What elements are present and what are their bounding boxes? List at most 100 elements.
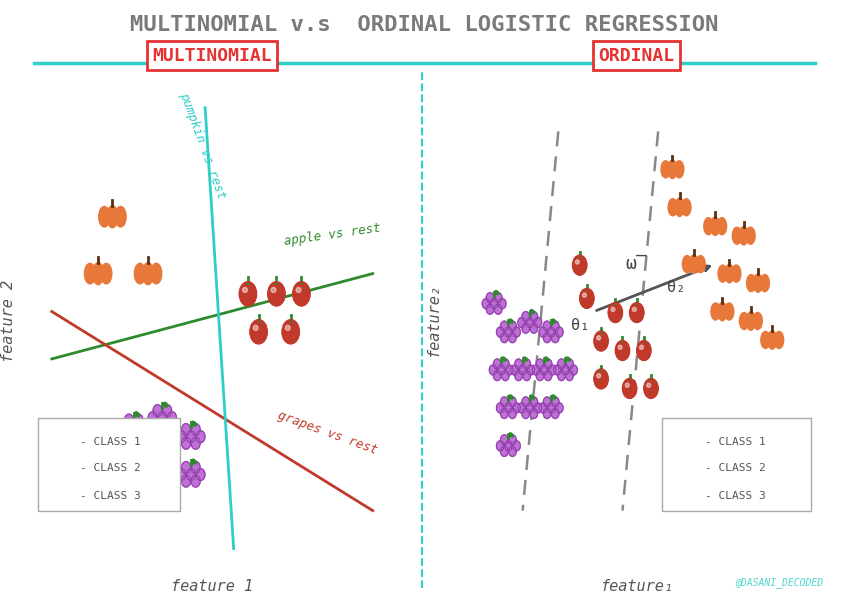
Ellipse shape (509, 433, 513, 437)
Circle shape (543, 321, 551, 331)
Ellipse shape (57, 464, 60, 468)
Ellipse shape (753, 275, 762, 292)
Circle shape (522, 409, 530, 418)
Ellipse shape (135, 412, 139, 416)
Circle shape (526, 403, 533, 413)
Text: pumpkin vs rest: pumpkin vs rest (177, 91, 228, 201)
Ellipse shape (682, 435, 688, 449)
Ellipse shape (160, 450, 165, 454)
Text: apple vs rest: apple vs rest (284, 222, 382, 248)
Ellipse shape (725, 265, 734, 282)
Circle shape (489, 365, 497, 375)
Circle shape (61, 488, 67, 497)
Circle shape (134, 414, 143, 426)
Circle shape (177, 431, 186, 443)
Ellipse shape (509, 395, 513, 399)
Ellipse shape (143, 263, 153, 284)
Circle shape (501, 435, 508, 445)
Circle shape (539, 403, 547, 413)
Ellipse shape (55, 461, 66, 477)
Ellipse shape (732, 265, 741, 282)
Circle shape (65, 493, 70, 502)
Circle shape (555, 327, 563, 337)
Ellipse shape (746, 312, 755, 330)
Circle shape (191, 461, 200, 473)
Circle shape (679, 490, 684, 497)
Ellipse shape (192, 421, 196, 426)
Circle shape (513, 327, 520, 337)
Ellipse shape (296, 287, 301, 293)
Ellipse shape (61, 487, 65, 490)
Ellipse shape (754, 274, 762, 292)
Circle shape (548, 403, 555, 413)
Circle shape (683, 494, 688, 501)
Ellipse shape (552, 319, 556, 323)
Ellipse shape (253, 325, 258, 331)
Circle shape (134, 428, 143, 440)
Circle shape (552, 321, 559, 331)
Circle shape (558, 370, 565, 380)
Ellipse shape (57, 435, 65, 449)
Circle shape (522, 323, 530, 333)
Circle shape (543, 409, 551, 418)
Ellipse shape (717, 303, 727, 320)
Circle shape (519, 365, 526, 375)
Circle shape (187, 469, 195, 481)
Circle shape (544, 370, 552, 380)
Ellipse shape (115, 206, 127, 227)
Circle shape (543, 332, 551, 343)
Circle shape (501, 409, 508, 418)
Ellipse shape (724, 303, 734, 320)
Text: MULTINOMIAL v.s  ORDINAL LOGISTIC REGRESSION: MULTINOMIAL v.s ORDINAL LOGISTIC REGRESS… (130, 15, 719, 35)
Circle shape (196, 431, 205, 443)
Circle shape (491, 299, 498, 308)
Ellipse shape (725, 265, 734, 283)
Ellipse shape (594, 370, 608, 389)
Ellipse shape (746, 227, 755, 244)
Circle shape (511, 365, 518, 375)
Ellipse shape (271, 287, 276, 293)
Ellipse shape (84, 263, 96, 284)
Ellipse shape (576, 260, 579, 264)
Ellipse shape (623, 379, 637, 398)
Ellipse shape (661, 161, 670, 178)
Text: - CLASS 3: - CLASS 3 (705, 491, 765, 502)
Circle shape (509, 409, 516, 418)
Ellipse shape (682, 199, 691, 216)
Ellipse shape (647, 383, 650, 388)
Circle shape (565, 359, 573, 369)
Text: feature₁: feature₁ (600, 579, 673, 594)
Circle shape (51, 493, 57, 502)
Ellipse shape (150, 263, 162, 284)
Circle shape (149, 466, 159, 478)
Circle shape (506, 365, 513, 375)
Ellipse shape (739, 313, 749, 329)
Ellipse shape (717, 218, 727, 235)
Ellipse shape (761, 331, 770, 349)
Ellipse shape (746, 313, 756, 329)
Circle shape (159, 466, 168, 478)
Circle shape (518, 317, 526, 328)
Circle shape (163, 404, 171, 416)
Ellipse shape (531, 395, 535, 399)
Circle shape (552, 409, 559, 418)
Circle shape (552, 332, 559, 343)
Ellipse shape (285, 325, 290, 331)
Circle shape (562, 365, 569, 375)
Circle shape (509, 435, 516, 445)
Ellipse shape (677, 436, 683, 448)
Ellipse shape (63, 435, 70, 449)
Ellipse shape (243, 287, 247, 293)
Circle shape (534, 317, 542, 328)
Circle shape (534, 403, 542, 413)
Circle shape (191, 424, 200, 436)
Circle shape (167, 412, 177, 424)
Ellipse shape (580, 289, 593, 308)
Ellipse shape (685, 488, 689, 491)
Circle shape (544, 359, 552, 369)
Circle shape (187, 431, 195, 443)
Ellipse shape (502, 357, 506, 361)
Circle shape (530, 311, 537, 322)
Ellipse shape (768, 331, 777, 349)
Ellipse shape (689, 256, 699, 272)
